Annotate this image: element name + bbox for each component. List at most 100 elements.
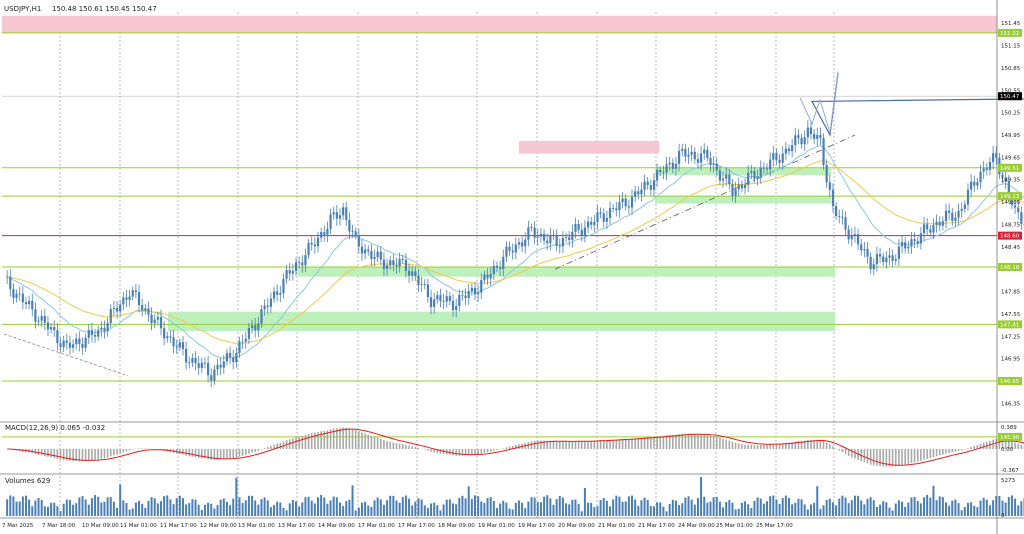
candle-body [247,327,251,339]
volume-bar [901,501,904,516]
candle-body [599,212,602,214]
volume-bar [690,499,693,516]
candle-body [875,254,879,265]
volume-bar [831,502,834,516]
level-label: 148.18 [1000,265,1020,271]
candle-body [630,196,634,208]
volume-bar [150,497,153,516]
candle-body [480,279,483,293]
candle-body [731,184,734,196]
candle-body [279,293,282,295]
candle-body [973,181,976,186]
volume-bar [477,496,480,516]
candle-body [40,315,43,321]
volume-bar [166,495,169,516]
candle-body [718,170,722,181]
volume-bar [81,496,84,516]
volume-bar [882,501,885,516]
volume-bar [285,510,288,516]
candle-body [439,295,442,302]
volume-label: Volumes 629 [5,477,50,485]
volume-bar [992,500,995,516]
volume-bar [326,503,329,516]
volume-bar [945,502,947,516]
candle-body [68,342,72,348]
candle-body [348,219,351,232]
volume-bar [778,503,781,516]
candle-body [605,217,608,222]
volume-bar [442,504,445,516]
candle-body [979,171,982,183]
volume-bar [260,499,263,516]
volume-bar [307,496,310,516]
volume-bar [671,499,674,516]
candle-body [800,137,803,145]
candle-body [313,244,316,247]
volume-bar [552,504,555,516]
volume-bar [436,505,439,516]
candle-body [119,304,122,312]
volume-bar [273,505,276,516]
time-tick-label: 13 Mar 17:00 [278,523,315,529]
candle-body [376,251,379,257]
volume-bar [750,508,753,516]
volume-bar [1014,498,1017,516]
volume-bar [869,497,872,516]
volume-bar [797,498,800,516]
candle-body [6,276,9,278]
volume-bar [982,497,985,516]
volume-bar [329,500,332,516]
volume-bar [266,500,269,516]
candle-body [144,308,147,311]
volume-bar [354,510,357,516]
price-tick-label: 146.35 [1001,401,1021,407]
volume-bar [649,506,652,516]
candle-body [191,357,194,363]
candle-body [367,249,370,252]
candle-body [514,244,517,253]
candle-body [844,217,847,230]
candle-body [649,185,652,190]
candle-body [706,149,709,159]
candle-body [461,294,464,296]
candle-body [122,297,125,305]
volume-bar [979,500,982,516]
volume-bar [480,501,483,516]
volume-bar [816,486,819,516]
volume-bar [605,500,608,516]
price-tick-label: 149.95 [1001,133,1021,139]
volume-bar [844,497,847,516]
volume-bar [678,505,681,516]
candle-body [115,308,119,312]
candle-body [414,271,417,276]
volume-bar [244,500,247,516]
volume-tick-label: 0 [1001,513,1005,519]
candle-body [31,300,34,310]
volume-bar [706,502,709,516]
volume-bar [913,496,916,516]
candle-body [671,162,674,169]
candle-body [62,340,65,348]
ema-slow-line [7,160,1024,344]
volume-bar [109,497,112,516]
volume-bar [828,498,831,516]
candle-body [791,145,794,151]
volume-bar [539,502,542,516]
candle-body [228,353,232,358]
candle-body [527,227,530,240]
volume-bar [514,502,517,516]
volume-bar [712,497,715,516]
volume-bar [75,503,78,516]
volume-bar [448,499,451,516]
volume-bar [185,504,188,516]
candle-body [674,163,678,169]
candle-body [568,237,571,240]
volume-bar [317,497,319,516]
volume-bar [414,501,417,516]
candle-body [517,242,521,245]
symbol-label: USDJPY,H1 [4,5,41,13]
candle-body [938,221,941,226]
volume-bar [863,504,866,516]
volume-bar [332,496,335,516]
